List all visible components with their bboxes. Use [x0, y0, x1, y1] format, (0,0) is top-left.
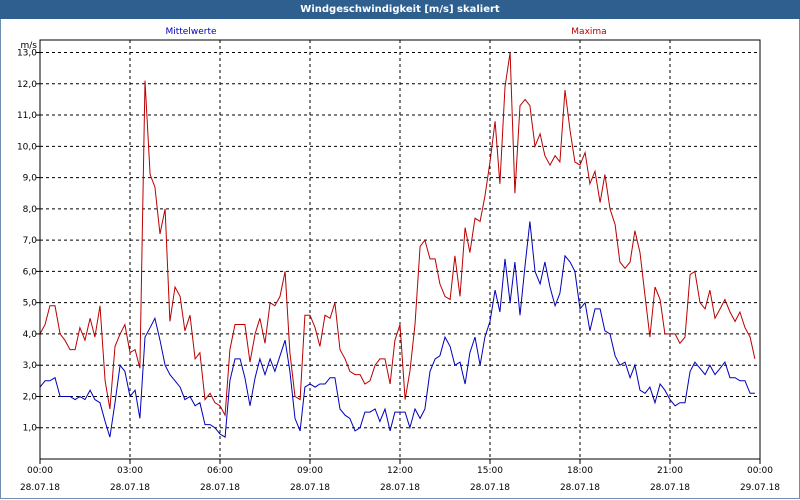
grid-lines — [40, 40, 760, 459]
x-tick-date-label: 28.07.18 — [200, 483, 240, 493]
series-line-maxima — [39, 52, 756, 417]
x-tick-time-label: 18:00 — [567, 466, 593, 476]
x-tick-date-label: 28.07.18 — [290, 483, 330, 493]
x-tick-time-label: 09:00 — [297, 466, 323, 476]
x-tick-time-label: 00:00 — [27, 466, 53, 476]
x-tick-date-label: 29.07.18 — [740, 483, 780, 493]
y-axis-ticks: 1,0 2,0 3,0 4,0 5,0 6,0 7,0 8,0 9,0 10,0 11,0 12,0 1… — [17, 49, 40, 434]
y-tick-label: 6,0 — [23, 267, 38, 277]
x-tick-date-label: 28.07.18 — [470, 483, 510, 493]
y-tick-label: 10,0 — [17, 142, 37, 152]
y-tick-label: 12,0 — [17, 80, 37, 90]
chart-canvas: Mittelwerte Maxima m/s 1,0 2,0 3,0 4,0 5,0 6,… — [17, 27, 780, 493]
x-tick-date-label: 28.07.18 — [650, 483, 690, 493]
y-tick-label: 4,0 — [23, 330, 38, 340]
legend-mittelwerte: Mittelwerte — [165, 27, 216, 37]
legend-maxima: Maxima — [571, 27, 606, 37]
y-tick-label: 2,0 — [23, 392, 38, 402]
y-tick-label: 1,0 — [23, 424, 38, 434]
y-tick-label: 8,0 — [23, 205, 38, 215]
x-tick-date-label: 28.07.18 — [560, 483, 600, 493]
x-tick-time-label: 15:00 — [477, 466, 503, 476]
chart-frame: Mittelwerte Maxima m/s 1,0 2,0 3,0 4,0 5,0 6,… — [0, 19, 800, 499]
x-tick-date-label: 28.07.18 — [20, 483, 60, 493]
x-tick-time-label: 00:00 — [747, 466, 773, 476]
plot-area — [39, 39, 761, 460]
y-tick-label: 13,0 — [17, 49, 37, 59]
y-tick-label: 3,0 — [23, 361, 38, 371]
y-tick-label: 11,0 — [17, 111, 37, 121]
y-tick-label: 9,0 — [23, 174, 38, 184]
x-tick-time-label: 03:00 — [117, 466, 143, 476]
y-tick-label: 7,0 — [23, 236, 38, 246]
x-tick-date-label: 28.07.18 — [380, 483, 420, 493]
series-lines — [39, 52, 756, 438]
y-tick-label: 5,0 — [23, 299, 38, 309]
x-tick-time-label: 06:00 — [207, 466, 233, 476]
x-tick-date-label: 28.07.18 — [110, 483, 150, 493]
y-axis-unit: m/s — [21, 41, 38, 51]
x-axis-ticks: 00:00 28.07.18 03:00 28.07.18 06:00 28.07.18 0… — [20, 459, 780, 493]
x-tick-time-label: 12:00 — [387, 466, 413, 476]
x-tick-time-label: 21:00 — [657, 466, 683, 476]
chart-title: Windgeschwindigkeit [m/s] skaliert — [0, 0, 800, 19]
series-line-mittelwerte — [39, 221, 755, 438]
